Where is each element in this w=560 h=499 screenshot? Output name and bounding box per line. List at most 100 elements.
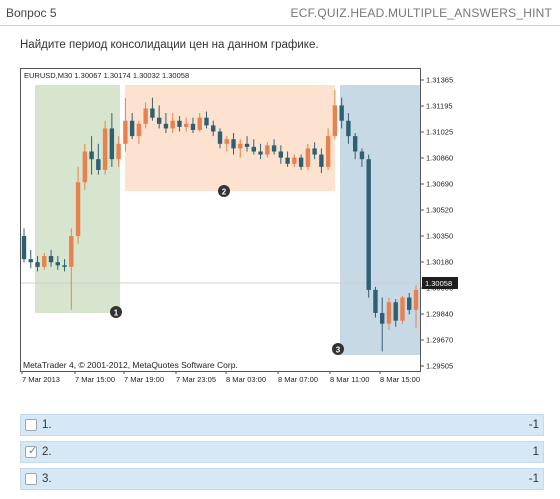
answer-list: ✓ 1. -1 ✓ 2. 1 ✓ 3. -1 (20, 414, 544, 495)
zone-3-marker: 3 (332, 343, 344, 355)
candle (238, 139, 243, 158)
current-price-tag: 1.30058 (422, 277, 458, 289)
candle-body (170, 120, 175, 129)
y-tick-label: 1.29840 (426, 310, 453, 319)
candle (197, 113, 202, 132)
candle-body (285, 157, 290, 164)
question-text: Найдите период консолидации цен на данно… (20, 39, 319, 51)
candle (69, 228, 74, 310)
candle (244, 136, 250, 152)
y-tick-label: 1.31195 (426, 102, 453, 111)
candle (184, 117, 189, 132)
x-axis: 7 Mar 2013 7 Mar 15:00 7 Mar 19:00 7 Mar 23… (21, 371, 420, 384)
candle (224, 136, 229, 152)
candle-body (238, 143, 243, 149)
candle (156, 105, 162, 129)
candle-body (278, 151, 284, 158)
answer-checkbox[interactable]: ✓ (25, 445, 37, 458)
zone-3-label: 3 (336, 346, 341, 355)
candle (143, 102, 148, 129)
candle (352, 133, 358, 160)
candles-group (21, 89, 419, 352)
answer-label: 2. (42, 446, 52, 458)
candle-body (177, 120, 182, 127)
answer-label: 3. (42, 473, 52, 485)
x-tick-label: 8 Mar 03:00 (226, 375, 266, 384)
zone-1-label: 1 (114, 309, 119, 318)
zone-1-marker: 1 (110, 306, 122, 318)
y-tick-label: 1.29670 (426, 336, 453, 345)
chart-svg: 1 2 3 EURUSD,M30 1.30067 1.30174 1.30032… (20, 68, 458, 384)
candle (265, 142, 270, 158)
candle-body (244, 143, 250, 147)
candle (123, 97, 128, 152)
candle (75, 166, 81, 244)
candle-body (359, 151, 365, 160)
candle-body (82, 151, 88, 183)
candle-body (184, 123, 189, 127)
candle-body (163, 123, 169, 129)
candle-body (190, 123, 196, 130)
x-tick-label: 7 Mar 2013 (22, 375, 60, 384)
candle (407, 292, 412, 315)
zone-2-label: 2 (222, 188, 227, 197)
candle-body (251, 146, 256, 152)
candle (366, 154, 371, 298)
candle (190, 117, 196, 134)
answer-option-1[interactable]: ✓ 1. -1 (20, 414, 544, 436)
answer-option-2[interactable]: ✓ 2. 1 (20, 441, 544, 463)
candle-body (62, 265, 67, 267)
candle (319, 148, 324, 174)
zone-2 (125, 85, 335, 191)
candle (305, 143, 311, 170)
price-chart: 1 2 3 EURUSD,M30 1.30067 1.30174 1.30032… (20, 68, 460, 386)
candle (163, 113, 169, 134)
answer-label: 1. (42, 419, 52, 431)
candle-body (129, 120, 135, 137)
candle-body (217, 131, 223, 144)
candle (89, 136, 94, 175)
candle (386, 297, 392, 330)
candle-body (332, 105, 338, 137)
candle-body (393, 302, 398, 321)
candle-body (298, 157, 304, 167)
y-tick-label: 1.30520 (426, 206, 453, 215)
candle (258, 143, 263, 160)
candle-body (75, 182, 81, 237)
candle-body (407, 297, 412, 310)
answer-option-3[interactable]: ✓ 3. -1 (20, 468, 544, 490)
y-tick-label: 1.31025 (426, 128, 453, 137)
candle (285, 151, 290, 167)
answer-checkbox[interactable]: ✓ (25, 419, 37, 431)
candle-body (116, 143, 121, 160)
candle-body (21, 236, 27, 260)
candle-body (258, 151, 263, 155)
y-tick-label: 1.29505 (426, 362, 453, 371)
x-tick-label: 8 Mar 15:00 (380, 375, 420, 384)
candle-body (265, 145, 270, 155)
candle (48, 249, 54, 267)
answer-score: -1 (528, 473, 539, 485)
symbol-info: EURUSD,M30 1.30067 1.30174 1.30032 1.300… (24, 71, 189, 80)
candle-body (339, 105, 344, 121)
answer-checkbox[interactable]: ✓ (25, 473, 37, 485)
candle (271, 139, 277, 155)
candle (109, 113, 115, 167)
zone-2-marker: 2 (218, 185, 230, 197)
candle (102, 120, 108, 175)
candle-body (143, 108, 148, 124)
candle-body (28, 259, 33, 263)
current-price-label: 1.30058 (425, 279, 452, 288)
candle-body (231, 139, 236, 149)
x-tick-label: 7 Mar 19:00 (124, 375, 164, 384)
candle (21, 228, 27, 263)
candle (359, 148, 365, 167)
zone-3 (340, 85, 420, 355)
candle-body (150, 108, 155, 118)
candle-body (197, 117, 202, 130)
x-tick-label: 7 Mar 23:05 (176, 375, 216, 384)
candle-body (413, 289, 419, 310)
candle (211, 120, 216, 137)
candle-body (136, 123, 142, 137)
candle-body (96, 159, 101, 170)
